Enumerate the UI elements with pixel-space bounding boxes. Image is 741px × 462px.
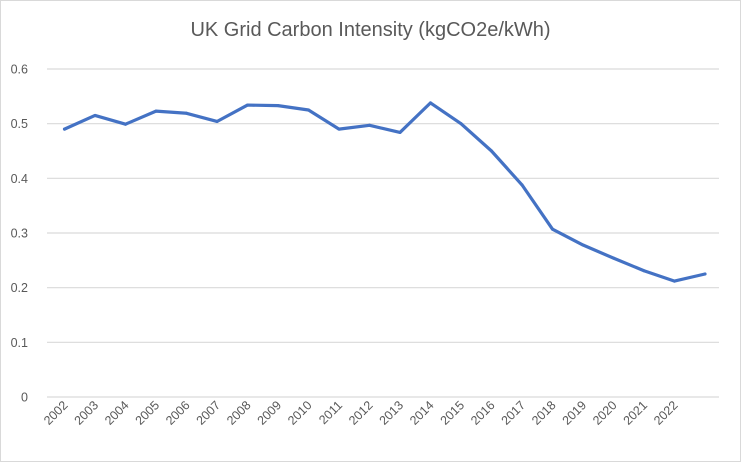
y-tick-label: 0.5 xyxy=(11,117,28,131)
x-tick-label: 2014 xyxy=(407,398,437,428)
x-tick-label: 2003 xyxy=(72,398,102,428)
y-tick-label: 0 xyxy=(21,391,28,405)
x-tick-label: 2022 xyxy=(651,398,681,428)
x-tick-label: 2011 xyxy=(316,398,345,427)
data-point xyxy=(63,127,66,131)
x-tick-label: 2004 xyxy=(102,398,132,428)
data-point xyxy=(185,111,188,115)
data-point xyxy=(154,109,158,113)
data-point xyxy=(459,122,463,126)
y-tick-label: 0.4 xyxy=(11,172,28,186)
data-point xyxy=(337,127,341,131)
x-tick-label: 2018 xyxy=(529,398,559,428)
data-point xyxy=(307,108,310,112)
data-point xyxy=(673,279,676,283)
data-point xyxy=(429,101,432,105)
series-line xyxy=(62,101,707,283)
x-tick-label: 2005 xyxy=(133,398,163,428)
x-tick-label: 2017 xyxy=(499,398,529,428)
x-tick-label: 2002 xyxy=(41,398,71,428)
x-tick-label: 2007 xyxy=(194,398,224,428)
y-tick-label: 0.1 xyxy=(11,336,28,350)
data-point xyxy=(368,123,371,127)
x-tick-label: 2009 xyxy=(255,398,285,428)
data-point xyxy=(93,113,97,117)
data-point xyxy=(276,104,280,108)
x-tick-label: 2020 xyxy=(590,398,620,428)
y-tick-label: 0.6 xyxy=(11,63,28,77)
data-point xyxy=(490,149,493,153)
x-tick-label: 2013 xyxy=(377,398,407,428)
x-tick-label: 2019 xyxy=(560,398,590,428)
x-tick-label: 2015 xyxy=(438,398,468,428)
data-point xyxy=(520,183,524,187)
x-tick-label: 2012 xyxy=(346,398,376,428)
x-tick-label: 2010 xyxy=(285,398,315,428)
data-point xyxy=(246,103,249,107)
data-point xyxy=(551,227,554,231)
data-point xyxy=(124,122,127,126)
data-point xyxy=(581,243,585,247)
data-point xyxy=(398,130,402,134)
data-point xyxy=(215,119,219,123)
data-point xyxy=(612,256,615,260)
x-tick-label: 2006 xyxy=(163,398,193,428)
chart-title: UK Grid Carbon Intensity (kgCO2e/kWh) xyxy=(190,19,551,41)
data-point xyxy=(642,269,646,273)
y-tick-label: 0.3 xyxy=(11,227,28,241)
x-tick-label: 2008 xyxy=(224,398,254,428)
y-tick-label: 0.2 xyxy=(11,281,28,295)
x-tick-label: 2021 xyxy=(621,398,651,428)
x-tick-label: 2016 xyxy=(468,398,498,428)
data-point xyxy=(703,272,707,276)
